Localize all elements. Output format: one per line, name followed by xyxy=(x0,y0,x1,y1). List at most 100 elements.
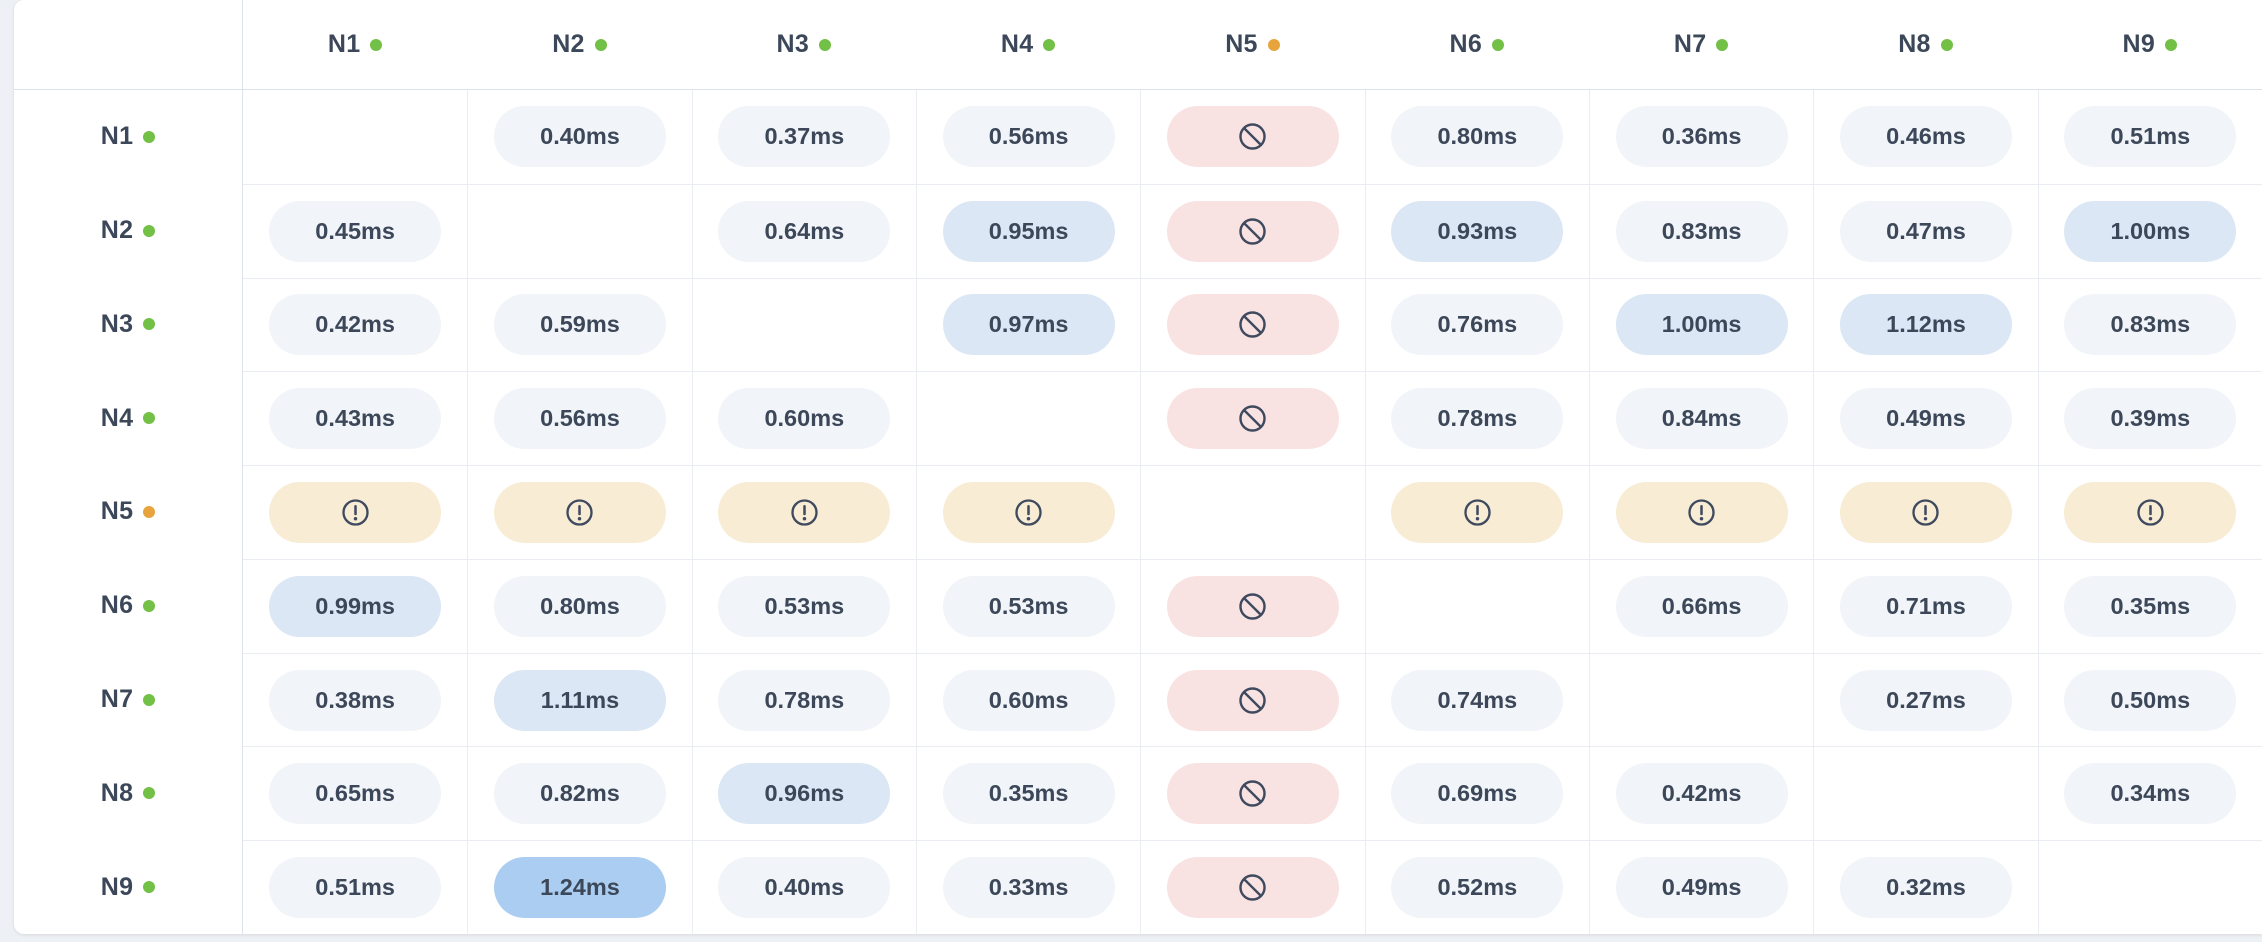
latency-badge-N7-to-N3[interactable]: 0.78ms xyxy=(718,669,891,731)
row-header-N5[interactable]: N5 xyxy=(14,465,243,559)
latency-badge-N6-to-N4[interactable]: 0.53ms xyxy=(942,575,1115,637)
latency-badge-N3-to-N2[interactable]: 0.59ms xyxy=(493,294,666,356)
row-header-label-N1: N1 xyxy=(100,122,134,151)
latency-badge-N2-to-N6[interactable]: 0.93ms xyxy=(1391,200,1564,262)
column-header-N7[interactable]: N7 xyxy=(1588,0,1814,90)
matrix-cell-N5-to-N7 xyxy=(1588,465,1814,559)
latency-badge-N7-to-N6[interactable]: 0.74ms xyxy=(1391,669,1564,731)
latency-badge-N4-to-N6[interactable]: 0.78ms xyxy=(1391,388,1564,450)
column-header-N4[interactable]: N4 xyxy=(915,0,1141,90)
latency-badge-N9-to-N7[interactable]: 0.49ms xyxy=(1615,857,1788,919)
latency-badge-N2-to-N4[interactable]: 0.95ms xyxy=(942,200,1115,262)
latency-badge-N2-to-N7[interactable]: 0.83ms xyxy=(1615,200,1788,262)
row-header-N7[interactable]: N7 xyxy=(14,652,243,747)
latency-badge-N7-to-N1[interactable]: 0.38ms xyxy=(269,669,442,731)
latency-badge-N7-to-N9[interactable]: 0.50ms xyxy=(2064,669,2237,731)
warning-badge-N5-to-N3[interactable] xyxy=(718,481,891,543)
blocked-badge-N8-to-N5[interactable] xyxy=(1166,763,1339,825)
blocked-badge-N1-to-N5[interactable] xyxy=(1166,106,1339,168)
status-dot-warning xyxy=(1267,38,1280,51)
latency-badge-N8-to-N1[interactable]: 0.65ms xyxy=(269,763,442,825)
latency-badge-N2-to-N3[interactable]: 0.64ms xyxy=(718,200,891,262)
latency-badge-N6-to-N7[interactable]: 0.66ms xyxy=(1615,575,1788,637)
latency-badge-N2-to-N9[interactable]: 1.00ms xyxy=(2064,200,2237,262)
latency-badge-N1-to-N2[interactable]: 0.40ms xyxy=(493,106,666,168)
latency-badge-N4-to-N9[interactable]: 0.39ms xyxy=(2064,388,2237,450)
row-header-N1[interactable]: N1 xyxy=(14,90,243,184)
column-header-N8[interactable]: N8 xyxy=(1813,0,2038,90)
latency-badge-N7-to-N8[interactable]: 0.27ms xyxy=(1839,669,2012,731)
latency-badge-N2-to-N8[interactable]: 0.47ms xyxy=(1839,200,2012,262)
warning-badge-N5-to-N4[interactable] xyxy=(942,481,1115,543)
row-header-N8[interactable]: N8 xyxy=(14,746,243,841)
latency-badge-N3-to-N1[interactable]: 0.42ms xyxy=(269,294,442,356)
latency-badge-N9-to-N3[interactable]: 0.40ms xyxy=(718,857,891,919)
blocked-badge-N6-to-N5[interactable] xyxy=(1166,575,1339,637)
latency-badge-N9-to-N4[interactable]: 0.33ms xyxy=(942,857,1115,919)
latency-badge-N1-to-N3[interactable]: 0.37ms xyxy=(718,106,891,168)
latency-badge-N1-to-N6[interactable]: 0.80ms xyxy=(1391,106,1564,168)
status-dot-healthy xyxy=(1716,38,1729,51)
warning-badge-N5-to-N6[interactable] xyxy=(1391,481,1564,543)
row-header-N6[interactable]: N6 xyxy=(14,558,243,653)
latency-badge-N9-to-N8[interactable]: 0.32ms xyxy=(1839,857,2012,919)
column-header-N1[interactable]: N1 xyxy=(243,0,468,90)
latency-badge-N6-to-N1[interactable]: 0.99ms xyxy=(269,575,442,637)
row-header-N2[interactable]: N2 xyxy=(14,183,243,278)
column-header-N9[interactable]: N9 xyxy=(2037,0,2262,90)
blocked-badge-N9-to-N5[interactable] xyxy=(1166,857,1339,919)
latency-badge-N4-to-N8[interactable]: 0.49ms xyxy=(1839,388,2012,450)
latency-badge-N8-to-N3[interactable]: 0.96ms xyxy=(718,763,891,825)
row-header-N9[interactable]: N9 xyxy=(14,840,243,934)
latency-badge-N6-to-N9[interactable]: 0.35ms xyxy=(2064,575,2237,637)
latency-badge-N1-to-N9[interactable]: 0.51ms xyxy=(2064,106,2237,168)
latency-badge-N9-to-N2[interactable]: 1.24ms xyxy=(493,857,666,919)
latency-badge-N3-to-N6[interactable]: 0.76ms xyxy=(1391,294,1564,356)
latency-badge-N9-to-N6[interactable]: 0.52ms xyxy=(1391,857,1564,919)
column-header-label-N9: N9 xyxy=(2122,30,2156,58)
matrix-cell-N6-to-N1: 0.99ms xyxy=(243,558,468,653)
latency-badge-N7-to-N2[interactable]: 1.11ms xyxy=(493,669,666,731)
row-header-N3[interactable]: N3 xyxy=(14,277,243,372)
latency-badge-N8-to-N4[interactable]: 0.35ms xyxy=(942,763,1115,825)
warning-badge-N5-to-N8[interactable] xyxy=(1839,481,2012,543)
latency-badge-N8-to-N7[interactable]: 0.42ms xyxy=(1615,763,1788,825)
row-header-N4[interactable]: N4 xyxy=(14,371,243,466)
latency-badge-N4-to-N7[interactable]: 0.84ms xyxy=(1615,388,1788,450)
latency-badge-N1-to-N4[interactable]: 0.56ms xyxy=(942,106,1115,168)
latency-badge-N4-to-N3[interactable]: 0.60ms xyxy=(718,388,891,450)
warning-badge-N5-to-N7[interactable] xyxy=(1615,481,1788,543)
column-header-N3[interactable]: N3 xyxy=(691,0,916,90)
column-header-N6[interactable]: N6 xyxy=(1364,0,1589,90)
latency-badge-N8-to-N9[interactable]: 0.34ms xyxy=(2064,763,2237,825)
blocked-badge-N3-to-N5[interactable] xyxy=(1166,294,1339,356)
latency-badge-N8-to-N6[interactable]: 0.69ms xyxy=(1391,763,1564,825)
latency-badge-N8-to-N2[interactable]: 0.82ms xyxy=(493,763,666,825)
column-header-N2[interactable]: N2 xyxy=(467,0,692,90)
blocked-badge-N4-to-N5[interactable] xyxy=(1166,388,1339,450)
blocked-badge-N2-to-N5[interactable] xyxy=(1166,200,1339,262)
row-header-label-N4: N4 xyxy=(100,403,134,432)
latency-badge-N3-to-N7[interactable]: 1.00ms xyxy=(1615,294,1788,356)
latency-badge-N6-to-N3[interactable]: 0.53ms xyxy=(718,575,891,637)
latency-badge-N4-to-N2[interactable]: 0.56ms xyxy=(493,388,666,450)
blocked-badge-N7-to-N5[interactable] xyxy=(1166,669,1339,731)
matrix-cell-N8-to-N6: 0.69ms xyxy=(1364,746,1589,841)
latency-badge-N2-to-N1[interactable]: 0.45ms xyxy=(269,200,442,262)
column-header-N5[interactable]: N5 xyxy=(1140,0,1365,90)
warning-badge-N5-to-N1[interactable] xyxy=(269,481,442,543)
latency-badge-N6-to-N8[interactable]: 0.71ms xyxy=(1839,575,2012,637)
latency-badge-N6-to-N2[interactable]: 0.80ms xyxy=(493,575,666,637)
latency-badge-N7-to-N4[interactable]: 0.60ms xyxy=(942,669,1115,731)
column-header-label-N7: N7 xyxy=(1673,30,1707,58)
latency-badge-N3-to-N9[interactable]: 0.83ms xyxy=(2064,294,2237,356)
no-entry-icon xyxy=(1239,405,1267,432)
warning-badge-N5-to-N2[interactable] xyxy=(493,481,666,543)
latency-badge-N1-to-N7[interactable]: 0.36ms xyxy=(1615,106,1788,168)
latency-badge-N1-to-N8[interactable]: 0.46ms xyxy=(1839,106,2012,168)
latency-badge-N3-to-N4[interactable]: 0.97ms xyxy=(942,294,1115,356)
warning-badge-N5-to-N9[interactable] xyxy=(2064,481,2237,543)
latency-badge-N9-to-N1[interactable]: 0.51ms xyxy=(269,857,442,919)
latency-badge-N3-to-N8[interactable]: 1.12ms xyxy=(1839,294,2012,356)
latency-badge-N4-to-N1[interactable]: 0.43ms xyxy=(269,388,442,450)
